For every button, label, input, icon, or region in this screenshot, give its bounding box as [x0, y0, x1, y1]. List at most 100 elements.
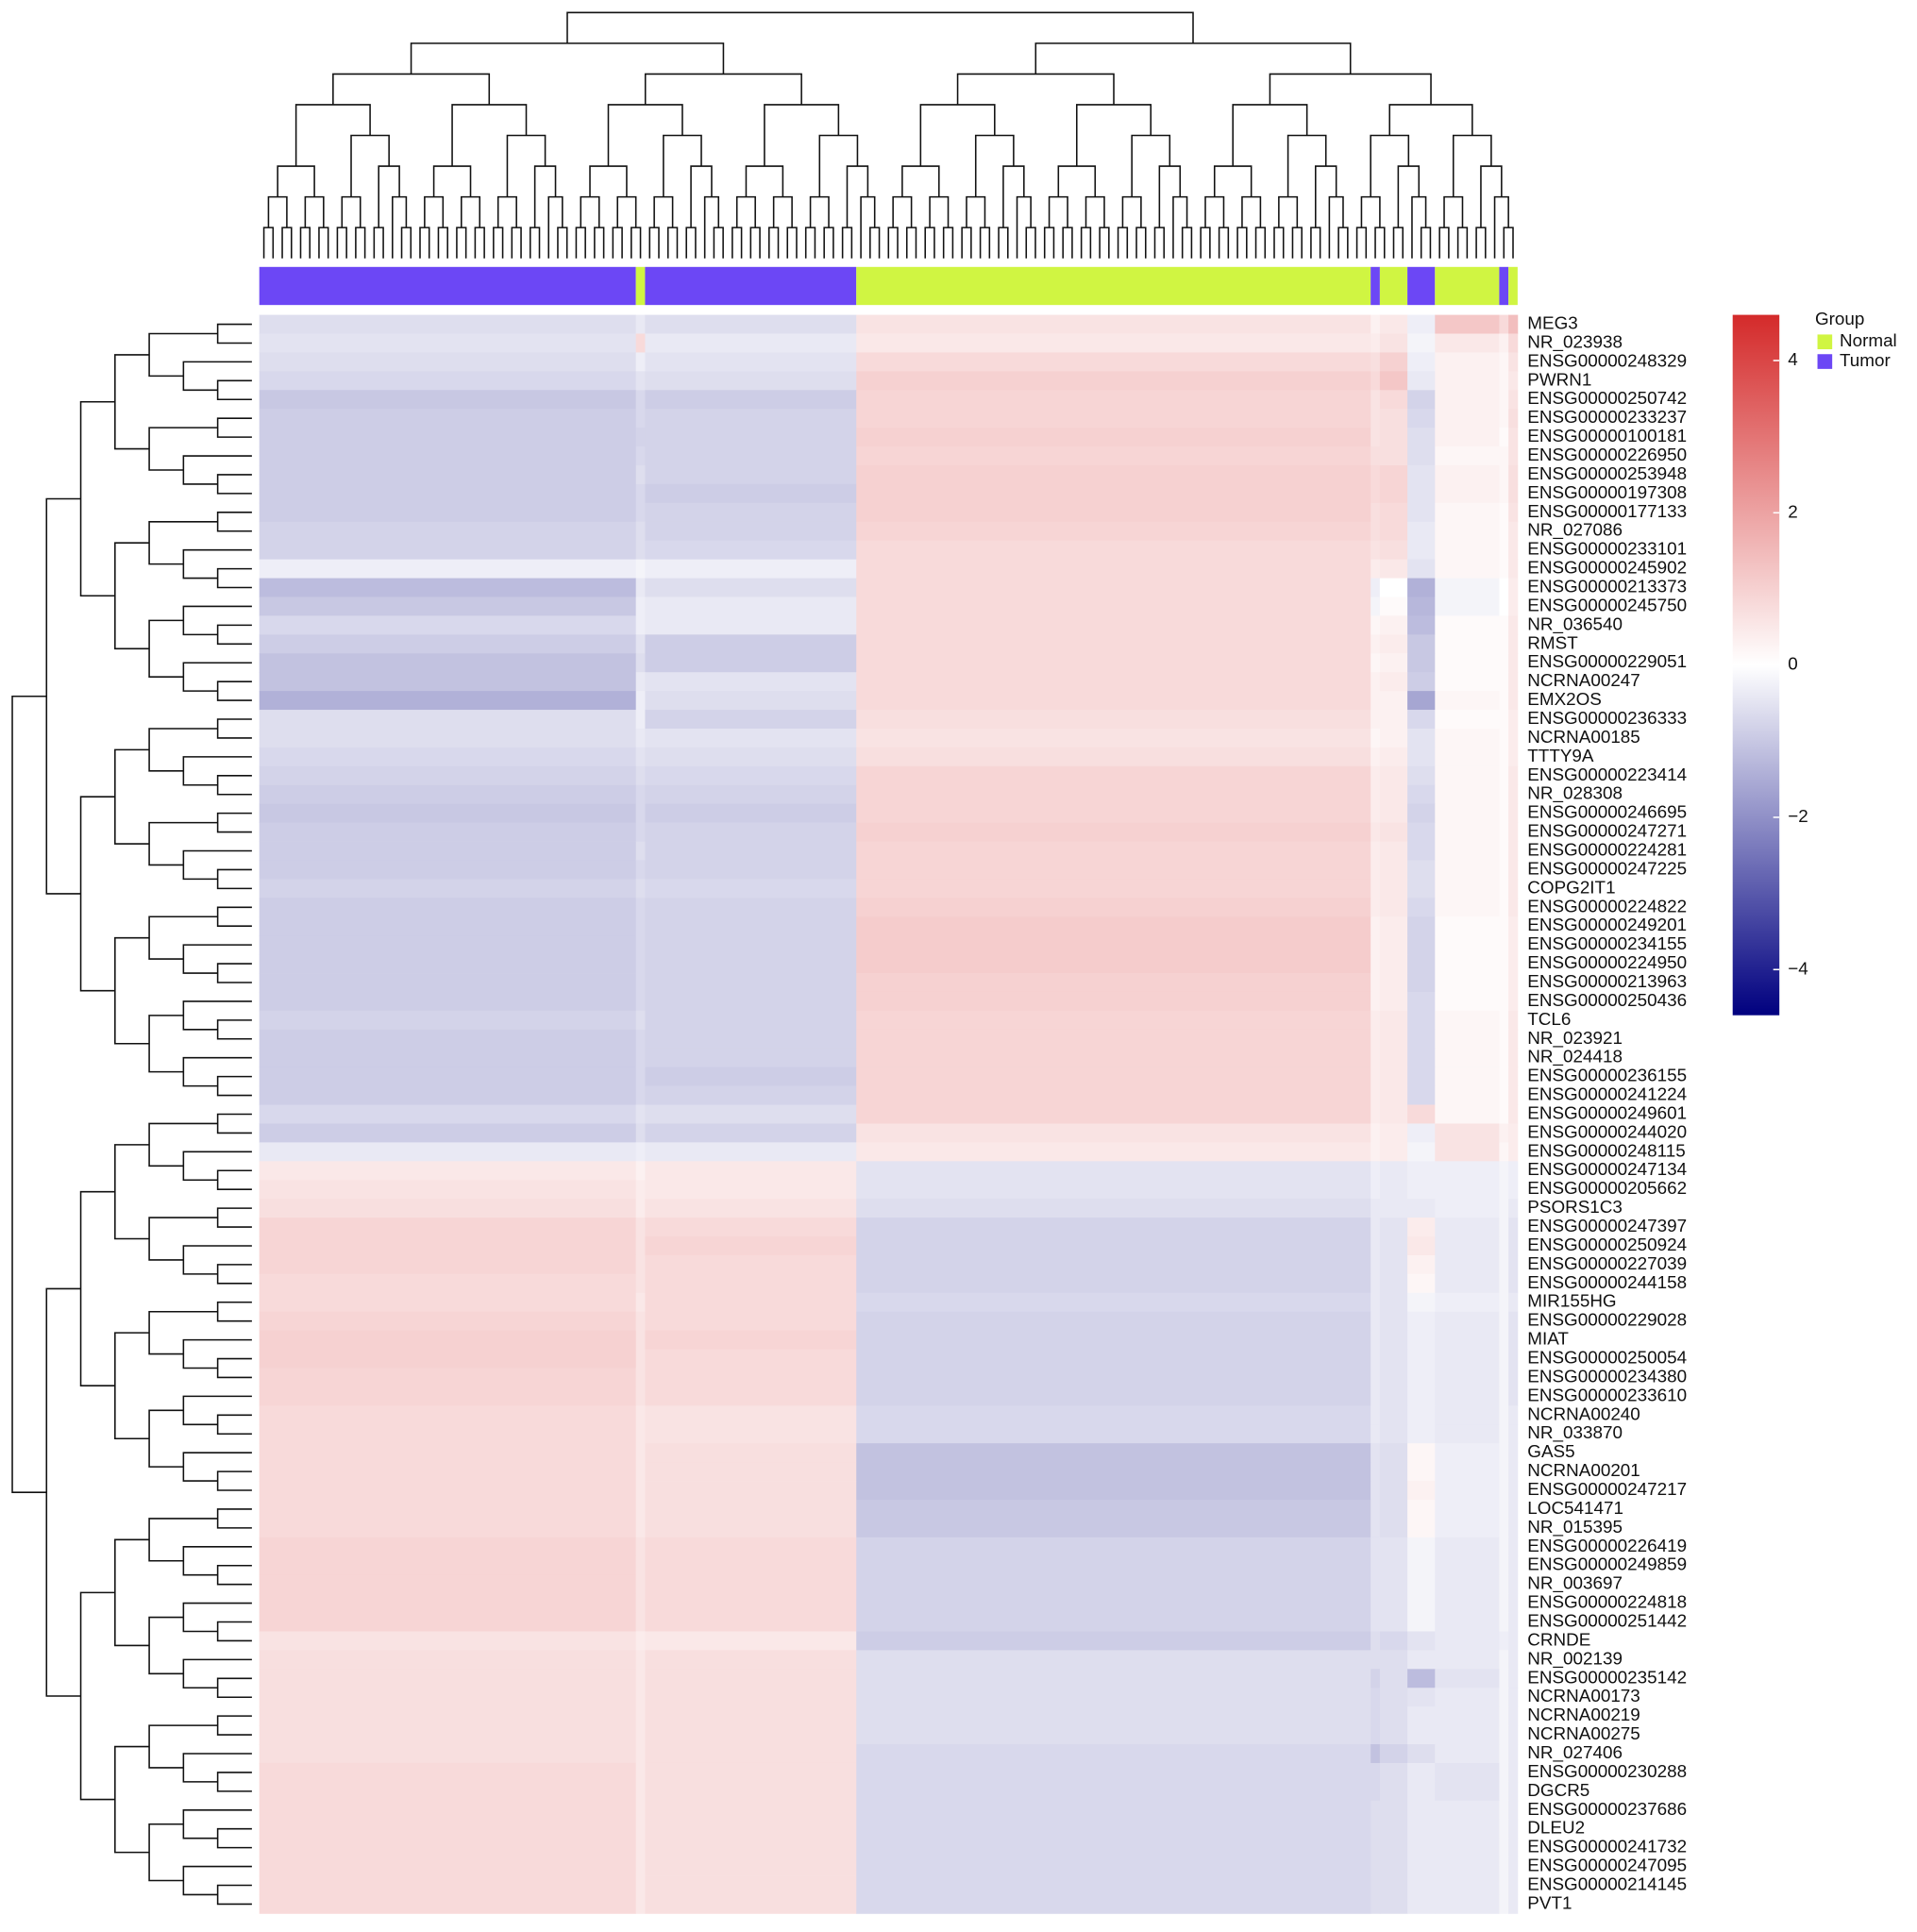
heatmap-cell	[635, 1725, 646, 1745]
heatmap-cell	[1370, 409, 1381, 428]
heatmap-cell	[856, 1029, 1371, 1050]
row-label: ENSG00000247397	[1527, 1216, 1687, 1235]
heatmap-cell	[1508, 1085, 1519, 1105]
heatmap-cell	[635, 596, 646, 616]
row-label: ENSG00000247225	[1527, 858, 1687, 878]
heatmap-cell	[856, 1048, 1371, 1068]
row-label: ENSG00000213373	[1527, 577, 1687, 596]
heatmap-cell	[1499, 1142, 1509, 1162]
heatmap-cell	[645, 1368, 857, 1387]
heatmap-cell	[856, 483, 1371, 504]
dendrogram-branch	[1355, 227, 1368, 259]
heatmap-cell	[635, 1254, 646, 1275]
row-label: ENSG00000246695	[1527, 802, 1687, 822]
heatmap-cell	[1435, 784, 1500, 805]
heatmap-cell	[259, 1218, 637, 1237]
heatmap-cell	[635, 954, 646, 974]
heatmap-cell	[1370, 1218, 1381, 1237]
heatmap-cell	[1508, 1123, 1519, 1143]
heatmap-cell	[856, 1010, 1371, 1031]
heatmap-cell	[1508, 954, 1519, 974]
heatmap-cell	[1379, 1744, 1408, 1764]
heatmap-cell	[645, 1067, 857, 1086]
dendrogram-branch	[182, 361, 252, 392]
heatmap-cell	[1435, 710, 1500, 730]
heatmap-cell	[1435, 1762, 1500, 1783]
heatmap-cell	[635, 916, 646, 936]
heatmap-cell	[645, 428, 857, 447]
heatmap-cell	[1508, 333, 1519, 353]
heatmap-cell	[1407, 1104, 1436, 1124]
heatmap-cell	[1407, 634, 1436, 654]
dendrogram-branch	[216, 379, 252, 401]
heatmap-cell	[1379, 1218, 1408, 1237]
dendrogram-branch	[216, 1564, 252, 1586]
dendrogram-branch	[182, 662, 252, 692]
heatmap-cell	[1508, 860, 1519, 880]
heatmap-cell	[856, 521, 1371, 542]
dendrogram-branch	[1232, 104, 1308, 167]
heatmap-cell	[1499, 1894, 1509, 1914]
heatmap-cell	[1379, 1254, 1408, 1275]
heatmap-cell	[1499, 1368, 1509, 1387]
heatmap-cell	[1435, 1462, 1500, 1482]
row-label: NCRNA00275	[1527, 1723, 1640, 1743]
heatmap-cell	[1508, 1518, 1519, 1538]
heatmap-cell	[1435, 1405, 1500, 1425]
heatmap-cell	[1435, 634, 1500, 654]
heatmap-cell	[1379, 596, 1408, 616]
heatmap-cell	[259, 333, 637, 353]
row-label: ENSG00000223414	[1527, 764, 1687, 784]
heatmap-cell	[635, 1180, 646, 1200]
heatmap-cell	[259, 1593, 637, 1613]
dendrograms	[11, 11, 1514, 1906]
heatmap-cell	[1407, 1123, 1436, 1143]
dendrogram-branch	[148, 1724, 218, 1769]
heatmap-cell	[1379, 1443, 1408, 1463]
row-label: ENSG00000247271	[1527, 821, 1687, 841]
heatmap-cell	[1435, 1499, 1500, 1520]
heatmap-cell	[1435, 691, 1500, 711]
heatmap-cell	[645, 1800, 857, 1821]
heatmap-cell	[645, 1481, 857, 1501]
heatmap-cell	[1508, 1894, 1519, 1914]
heatmap-cell	[635, 1368, 646, 1387]
dendrogram-branch	[216, 1357, 252, 1379]
heatmap-cell	[1435, 728, 1500, 748]
dendrogram-branch	[424, 195, 445, 228]
heatmap-cell	[1508, 1744, 1519, 1764]
heatmap-cell	[1379, 1781, 1408, 1802]
dendrogram-branch	[547, 195, 563, 259]
dendrogram-branch	[764, 104, 840, 167]
heatmap-cell	[259, 1725, 637, 1745]
heatmap-cell	[856, 1481, 1371, 1501]
heatmap-cell	[1499, 1311, 1509, 1332]
dendrogram-branch	[45, 1287, 81, 1697]
row-label: NCRNA00240	[1527, 1403, 1640, 1423]
row-label: ENSG00000227039	[1527, 1253, 1687, 1273]
heatmap-cell	[259, 1330, 637, 1350]
heatmap-cell	[1407, 390, 1436, 410]
heatmap-cell	[645, 1010, 857, 1031]
dendrogram-branch	[1452, 134, 1492, 197]
dendrogram-branch	[350, 134, 390, 197]
dendrogram-branch	[216, 624, 252, 646]
heatmap-cell	[1370, 1781, 1381, 1802]
dendrogram-branch	[493, 227, 504, 259]
heatmap-cell	[1379, 691, 1408, 711]
heatmap-cell	[1379, 1537, 1408, 1557]
heatmap-cell	[856, 991, 1371, 1012]
heatmap-cell	[1508, 1349, 1519, 1369]
heatmap-cell	[1379, 1762, 1408, 1783]
dendrogram-branch	[216, 680, 252, 701]
heatmap-cell	[1435, 1819, 1500, 1840]
dendrogram-branch	[216, 567, 252, 589]
heatmap-cell	[259, 1894, 637, 1914]
dendrogram-branch	[690, 165, 713, 228]
heatmap-cell	[259, 954, 637, 974]
heatmap-cell	[1379, 483, 1408, 504]
heatmap-cell	[1370, 502, 1381, 523]
dendrogram-branch	[511, 227, 522, 259]
heatmap-cell	[1379, 428, 1408, 447]
dendrogram-branch	[929, 195, 950, 228]
